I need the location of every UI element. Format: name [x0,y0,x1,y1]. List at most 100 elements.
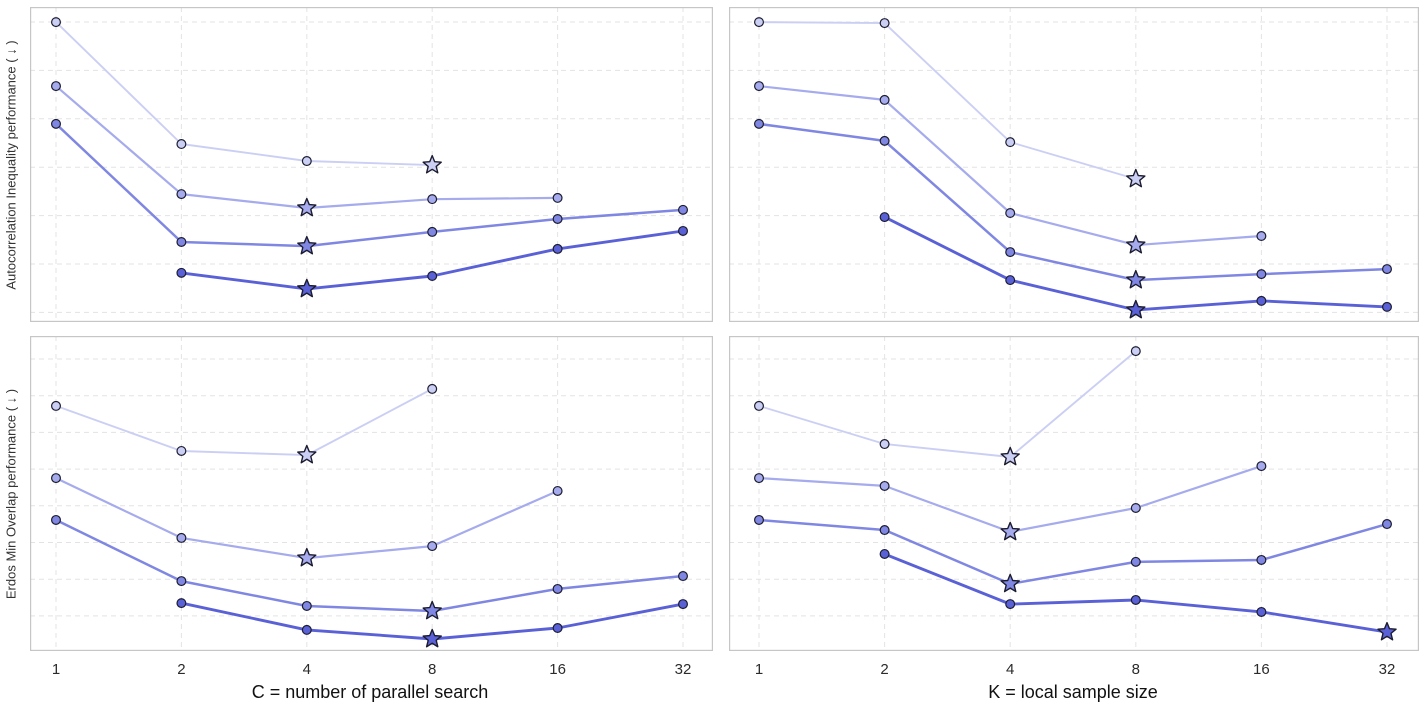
data-point-marker [552,485,563,496]
best-config-star-marker [297,278,317,298]
x-axis-label-parallel-search: C = number of parallel search [251,682,489,702]
best-config-star-marker [422,600,442,620]
data-point-marker [677,571,688,582]
best-config-star-marker [1126,299,1146,319]
data-point-marker [176,267,187,278]
data-point-marker [1005,275,1016,286]
y-axis-label-autocorrelation: Autocorrelation Inequality performance (… [3,40,19,290]
data-point-marker [677,599,688,610]
series-line-series-1-lightest [55,387,434,457]
data-point-marker [754,473,765,484]
plot-canvas-erdos-min-overlap-vs-C [30,336,713,651]
data-point-marker [879,548,890,559]
data-point-marker [427,271,438,282]
data-point-marker [879,18,890,29]
data-point-marker [677,204,688,215]
data-point-marker [754,400,765,411]
x-tick-label: 8 [1131,661,1140,678]
x-tick-label: 2 [880,661,889,678]
data-point-marker [879,212,890,223]
data-point-marker [754,514,765,525]
data-point-marker [427,541,438,552]
plot-canvas-erdos-min-overlap-vs-K [729,336,1419,651]
plot-autocorrelation-vs-K [729,7,1419,322]
data-point-marker [1381,264,1392,275]
data-point-marker [427,383,438,394]
series-line-series-3-medium [54,122,685,248]
best-config-star-marker [1126,234,1146,254]
best-config-star-marker [1000,446,1020,466]
data-point-marker [1130,502,1141,513]
x-tick-label: 16 [549,661,566,678]
data-point-marker [176,139,187,150]
x-tick-label: 8 [428,661,437,678]
series-line-series-3-medium [757,122,1389,282]
data-point-marker [1130,594,1141,605]
data-point-marker [427,226,438,237]
plot-erdos-min-overlap-vs-K [729,336,1419,651]
data-point-marker [754,17,765,28]
best-config-star-marker [297,444,317,464]
data-point-marker [552,623,563,634]
data-point-marker [51,514,62,525]
data-point-marker [552,192,563,203]
data-point-marker [1005,208,1016,219]
best-config-star-marker [297,547,317,567]
data-point-marker [51,81,62,92]
data-point-marker [552,583,563,594]
best-config-star-marker [1377,621,1397,641]
best-config-star-marker [1126,168,1146,188]
best-config-star-marker [297,197,317,217]
plot-autocorrelation-vs-C [30,7,713,322]
data-point-marker [1005,137,1016,148]
x-tick-label: 32 [1378,661,1396,678]
data-point-marker [1130,346,1141,357]
best-config-star-marker [422,154,442,174]
data-point-marker [176,576,187,587]
data-point-marker [677,225,688,236]
data-point-marker [176,445,187,456]
data-point-marker [1381,519,1392,530]
x-tick-label: 4 [302,661,311,678]
data-point-marker [1256,231,1267,242]
data-point-marker [51,118,62,129]
data-point-marker [754,118,765,129]
plot-canvas-autocorrelation-vs-C [30,7,713,322]
x-tick-label: 1 [51,661,61,678]
series-line-series-1-lightest [758,21,1137,180]
y-axis-label-erdos-min-overlap: Erdos Min Overlap performance ( ↓ ) [3,388,19,600]
data-point-marker [301,624,312,635]
data-point-marker [51,473,62,484]
data-point-marker [176,236,187,247]
data-point-marker [176,532,187,543]
best-config-star-marker [1000,573,1020,593]
series-line-series-1-lightest [758,350,1137,458]
data-point-marker [301,156,312,167]
data-point-marker [1005,599,1016,610]
data-point-marker [1381,301,1392,312]
data-point-marker [552,213,563,224]
best-config-star-marker [297,235,317,255]
data-point-marker [176,189,187,200]
data-point-marker [1130,556,1141,567]
data-point-marker [1256,606,1267,617]
series-line-series-3-medium [757,518,1389,586]
plot-frame [30,7,713,322]
series-line-series-3-medium [54,518,685,613]
plot-canvas-autocorrelation-vs-K [729,7,1419,322]
data-point-marker [1005,247,1016,258]
x-tick-label: 2 [177,661,186,678]
x-axis-label-local-sample-size: K = local sample size [988,682,1158,702]
data-point-marker [879,525,890,536]
data-point-marker [879,94,890,105]
plot-frame [30,336,713,651]
data-point-marker [301,600,312,611]
plot-frame [729,336,1419,651]
x-tick-label: 1 [754,661,764,678]
data-point-marker [879,480,890,491]
data-point-marker [51,17,62,28]
data-point-marker [1256,269,1267,280]
data-point-marker [552,243,563,254]
x-tick-label: 32 [674,661,692,678]
